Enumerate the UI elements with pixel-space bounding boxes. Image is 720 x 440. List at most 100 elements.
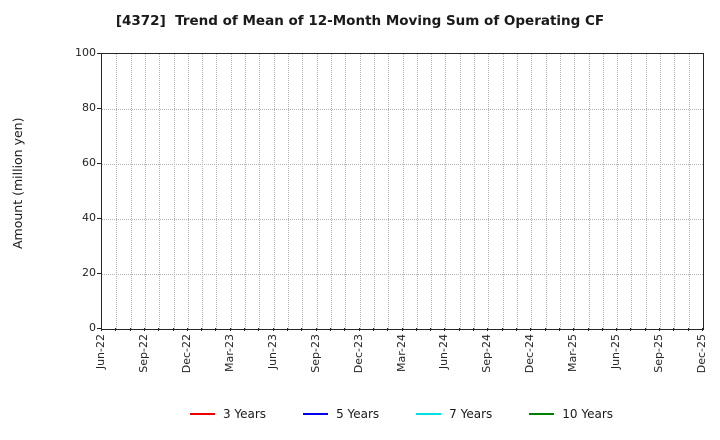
x-tick-mark	[659, 328, 660, 331]
x-tick-mark	[459, 328, 460, 331]
y-tick-mark	[97, 53, 101, 54]
legend-label: 7 Years	[449, 407, 493, 421]
x-gridline	[588, 54, 590, 329]
x-gridline	[116, 54, 118, 329]
x-gridline	[431, 54, 433, 329]
x-tick-label: Dec-23	[351, 334, 365, 374]
x-gridline	[259, 54, 261, 329]
legend-item: 3 Years	[189, 407, 267, 421]
x-gridline	[502, 54, 504, 329]
x-tick-mark	[630, 328, 631, 331]
x-tick-mark	[287, 328, 288, 331]
y-tick-label: 100	[75, 46, 96, 59]
chart-title: [4372] Trend of Mean of 12-Month Moving …	[115, 13, 605, 29]
legend-line-swatch	[416, 412, 442, 416]
x-tick-mark	[444, 328, 445, 331]
x-tick-mark	[201, 328, 202, 331]
x-gridline	[602, 54, 604, 329]
x-gridline	[474, 54, 476, 329]
x-gridline	[617, 54, 619, 329]
x-gridline	[660, 54, 662, 329]
x-gridline	[373, 54, 375, 329]
legend-item: 5 Years	[303, 407, 379, 421]
x-gridline	[459, 54, 461, 329]
x-tick-label: Dec-25	[695, 334, 708, 374]
x-tick-mark	[316, 328, 317, 331]
x-tick-label: Mar-24	[394, 334, 408, 373]
x-gridline	[316, 54, 318, 329]
x-tick-mark	[573, 328, 574, 331]
x-tick-mark	[487, 328, 488, 331]
x-gridline	[159, 54, 161, 329]
x-tick-mark	[101, 328, 102, 331]
x-tick-mark	[173, 328, 174, 331]
x-tick-mark	[645, 328, 646, 331]
legend-label: 10 Years	[562, 407, 614, 421]
x-tick-mark	[688, 328, 689, 331]
y-tick-label: 40	[82, 211, 96, 224]
x-tick-label: Sep-22	[136, 334, 150, 373]
legend-label: 3 Years	[222, 407, 267, 421]
x-gridline	[345, 54, 347, 329]
x-gridline	[359, 54, 361, 329]
y-tick-label: 60	[82, 156, 96, 169]
y-tick-mark	[97, 273, 101, 274]
x-tick-mark	[702, 328, 703, 331]
x-gridline	[187, 54, 189, 329]
y-tick-label: 20	[82, 266, 96, 279]
x-tick-mark	[516, 328, 517, 331]
x-gridline	[330, 54, 332, 329]
x-tick-mark	[258, 328, 259, 331]
x-gridline	[245, 54, 247, 329]
x-gridline	[416, 54, 418, 329]
x-gridline	[173, 54, 175, 329]
x-gridline	[531, 54, 533, 329]
x-tick-label: Jun-23	[265, 334, 279, 370]
x-tick-mark	[616, 328, 617, 331]
x-gridline	[631, 54, 633, 329]
x-tick-mark	[244, 328, 245, 331]
legend-item: 10 Years	[529, 407, 613, 421]
legend-label: 5 Years	[336, 407, 380, 421]
x-tick-mark	[301, 328, 302, 331]
x-gridline	[130, 54, 132, 329]
x-tick-mark	[387, 328, 388, 331]
x-tick-mark	[215, 328, 216, 331]
x-tick-mark	[330, 328, 331, 331]
x-gridline	[488, 54, 490, 329]
x-tick-label: Mar-25	[566, 334, 580, 373]
x-tick-mark	[273, 328, 274, 331]
y-tick-mark	[97, 328, 101, 329]
x-gridline	[559, 54, 561, 329]
x-tick-mark	[559, 328, 560, 331]
x-tick-mark	[130, 328, 131, 331]
x-tick-label: Dec-22	[179, 334, 193, 374]
y-tick-label: 0	[89, 321, 96, 334]
y-tick-label: 80	[82, 101, 96, 114]
legend-line-swatch	[303, 412, 329, 416]
y-tick-mark	[97, 163, 101, 164]
x-tick-mark	[473, 328, 474, 331]
y-tick-mark	[97, 108, 101, 109]
x-tick-label: Jun-22	[94, 334, 107, 370]
x-gridline	[273, 54, 275, 329]
plot-area	[101, 53, 704, 330]
x-tick-mark	[230, 328, 231, 331]
x-tick-mark	[187, 328, 188, 331]
x-gridline	[216, 54, 218, 329]
y-tick-mark	[97, 218, 101, 219]
x-gridline	[516, 54, 518, 329]
x-tick-mark	[344, 328, 345, 331]
series-layer	[102, 54, 703, 329]
x-tick-mark	[115, 328, 116, 331]
x-tick-label: Dec-24	[523, 334, 537, 374]
x-tick-label: Jun-25	[609, 334, 623, 370]
x-gridline	[445, 54, 447, 329]
x-tick-mark	[430, 328, 431, 331]
x-tick-mark	[402, 328, 403, 331]
legend-line-swatch	[189, 412, 215, 416]
x-gridline	[302, 54, 304, 329]
x-tick-mark	[359, 328, 360, 331]
x-gridline	[144, 54, 146, 329]
